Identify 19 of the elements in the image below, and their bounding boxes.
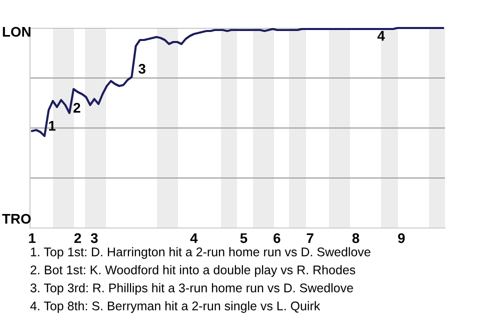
annotation: 4 (377, 31, 385, 41)
x-tick-label: 6 (274, 233, 280, 244)
x-tick-label: 4 (190, 233, 198, 243)
annotation: 3 (138, 64, 146, 74)
x-tick-label: 9 (398, 233, 405, 244)
annotation: TRO (2, 214, 31, 224)
x-tick-label: 7 (306, 233, 314, 243)
text: 4. Top 8th: S. Berryman hit a 2-run single vs L. Quirk (30, 301, 320, 313)
text: 1. Top 1st: D. Harrington hit a 2-run home run vs D. Swedlove (30, 247, 370, 259)
annotation: 2 (74, 102, 80, 113)
text: 2. Bot 1st: K. Woodford hit into a double play vs R. Rhodes (30, 265, 356, 277)
text: 3. Top 3rd: R. Phillips hit a 3-run home run vs D. Swedlove (30, 283, 353, 295)
x-tick-label: 8 (352, 233, 360, 244)
annotation: 1 (49, 121, 56, 131)
annotation: LON (2, 26, 30, 37)
x-tick-label: 3 (90, 233, 98, 244)
x-tick-label: 2 (74, 233, 82, 243)
x-tick-label: 5 (240, 233, 248, 244)
x-tick-label: 1 (29, 233, 36, 243)
